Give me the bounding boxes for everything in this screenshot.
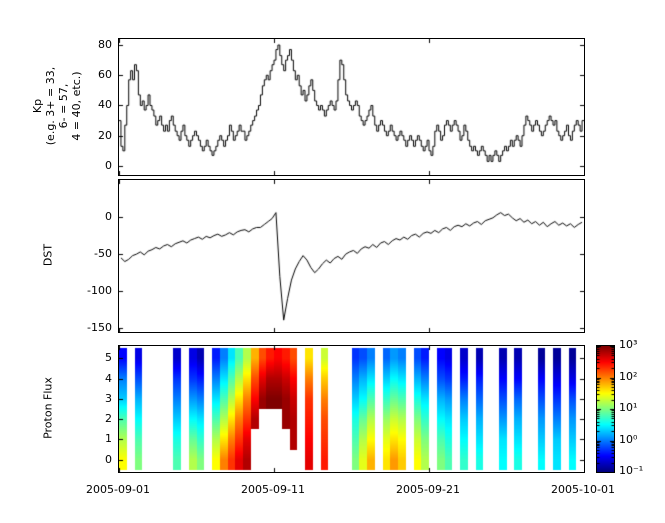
y-tick-label: -100	[87, 284, 112, 298]
y-tick-label: 3	[105, 391, 112, 405]
dst-axis-label: DST	[41, 243, 55, 267]
colorbar-tick-label: 10³	[619, 338, 638, 351]
colorbar-tick-label: 10⁻¹	[619, 464, 644, 477]
colorbar-tick-label: 10²	[619, 369, 638, 383]
colorbar-tick-label: 10⁰	[619, 432, 638, 446]
y-tick-label: 2	[105, 412, 112, 426]
kp-plot-canvas	[119, 39, 584, 175]
y-tick-label: 80	[98, 38, 112, 52]
y-tick-label: 40	[98, 98, 112, 112]
y-tick-label: 0	[105, 158, 112, 172]
y-tick-label: 0	[105, 210, 112, 224]
proton-flux-heatmap-canvas	[119, 346, 584, 472]
colorbar	[596, 345, 615, 473]
y-tick-label: -150	[87, 321, 112, 335]
kp-panel	[118, 38, 585, 176]
y-tick-label: 1	[105, 432, 112, 446]
colorbar-tick-label: 10¹	[619, 401, 638, 414]
y-tick-label: 4	[105, 371, 112, 385]
y-tick-label: 0	[105, 452, 112, 466]
x-tick-label: 2005-09-01	[86, 483, 150, 496]
proton-flux-axis-label: Proton Flux	[41, 377, 55, 439]
colorbar-canvas	[597, 346, 614, 472]
x-tick-label: 2005-09-11	[241, 483, 305, 496]
kp-axis-label-line: (e.g. 3+ = 33,	[44, 66, 57, 146]
dst-plot-canvas	[119, 180, 584, 332]
y-tick-label: 60	[98, 68, 112, 82]
dst-panel	[118, 179, 585, 333]
x-tick-label: 2005-09-21	[396, 483, 460, 496]
proton-flux-panel	[118, 345, 585, 473]
y-tick-label: 20	[98, 128, 112, 142]
y-tick-label: -50	[94, 247, 112, 261]
x-tick-label: 2005-10-01	[551, 483, 615, 496]
y-tick-label: 5	[105, 351, 112, 365]
kp-axis-label-line: Kp	[31, 98, 44, 114]
